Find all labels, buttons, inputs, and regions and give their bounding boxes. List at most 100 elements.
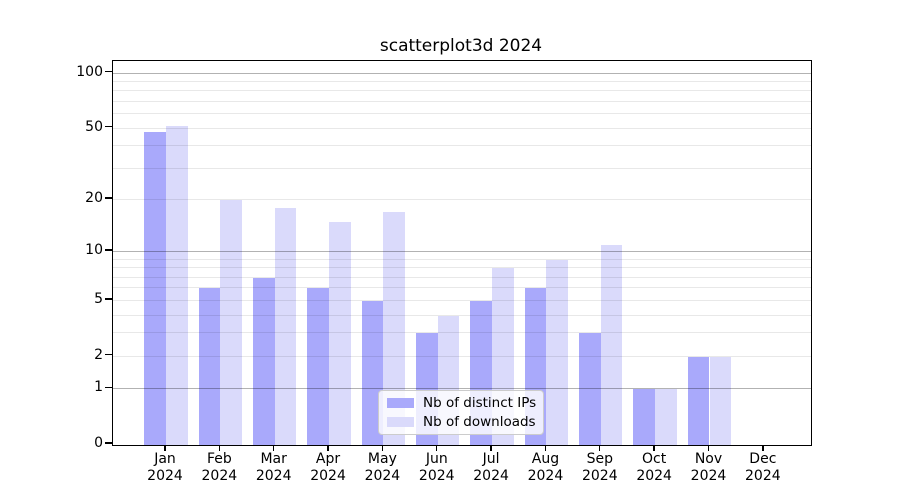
bar-nb-of-distinct-ips-Sep (579, 333, 601, 445)
y-tick-label-2: 2 (94, 346, 103, 363)
bar-nb-of-distinct-ips-Feb (198, 288, 221, 445)
x-tick-label-oct: Oct 2024 (626, 451, 682, 485)
x-tick-year: 2024 (201, 468, 238, 484)
x-tick-label-nov: Nov 2024 (681, 451, 737, 485)
y-tick-label-0: 0 (94, 435, 103, 451)
x-tick-mark-apr (327, 446, 329, 451)
gridline-minor-30 (113, 167, 811, 169)
x-tick-mark-mar (273, 446, 275, 451)
x-tick-label-sep: Sep 2024 (572, 451, 628, 485)
plot-area (112, 60, 812, 446)
x-tick-month: Jan (154, 451, 176, 467)
bar-nb-of-distinct-ips-Jan (144, 131, 166, 445)
x-tick-year: 2024 (255, 468, 292, 484)
bar-nb-of-downloads-Apr (329, 221, 351, 445)
legend: Nb of distinct IPs Nb of downloads (378, 390, 544, 435)
x-tick-month: Dec (749, 451, 777, 467)
bar-nb-of-downloads-Sep (600, 245, 623, 445)
y-tick-mark-20 (105, 197, 112, 199)
x-tick-mark-oct (653, 446, 655, 451)
y-tick-mark-2 (105, 353, 112, 356)
bar-nb-of-downloads-Mar (274, 208, 297, 445)
x-tick-label-aug: Aug 2024 (517, 451, 573, 485)
y-tick-mark-5 (105, 298, 112, 300)
x-tick-month: Apr (315, 451, 341, 467)
chart-title: scatterplot3d 2024 (379, 36, 543, 56)
legend-entry-downloads: Nb of downloads (387, 413, 536, 430)
bar-nb-of-distinct-ips-Nov (687, 356, 710, 445)
gridline-minor-9 (113, 258, 811, 260)
x-tick-label-feb: Feb 2024 (191, 451, 247, 485)
x-tick-mark-aug (544, 446, 547, 451)
bar-nb-of-distinct-ips-Oct (633, 389, 656, 445)
x-tick-label-apr: Apr 2024 (300, 451, 356, 485)
x-tick-year: 2024 (418, 468, 455, 484)
x-tick-year: 2024 (745, 468, 781, 484)
gridline-minor-50 (113, 127, 811, 129)
x-tick-year: 2024 (527, 468, 564, 484)
gridline-minor-3 (113, 332, 811, 334)
gridline-major-1 (113, 388, 811, 390)
x-tick-year: 2024 (636, 468, 672, 484)
x-tick-month: Feb (206, 451, 232, 467)
gridline-minor-20 (113, 199, 811, 201)
x-tick-month: Mar (260, 451, 287, 467)
x-tick-label-jan: Jan 2024 (137, 451, 193, 485)
gridline-minor-7 (113, 276, 811, 278)
bar-nb-of-downloads-Oct (655, 389, 677, 445)
x-tick-mark-may (381, 446, 384, 451)
x-tick-mark-jun (436, 446, 438, 451)
legend-label-downloads: Nb of downloads (423, 413, 536, 430)
x-tick-month: Sep (586, 451, 613, 467)
x-tick-mark-feb (218, 446, 221, 451)
y-tick-label-5: 5 (94, 290, 103, 307)
gridline-minor-40 (113, 145, 811, 147)
gridline-minor-5 (113, 299, 811, 301)
y-tick-mark-100 (105, 70, 112, 73)
gridline-minor-80 (113, 90, 811, 92)
y-tick-mark-10 (105, 249, 112, 251)
gridline-minor-60 (113, 113, 811, 115)
bar-nb-of-distinct-ips-Apr (307, 288, 330, 445)
x-tick-label-jun: Jun 2024 (409, 451, 465, 485)
x-tick-year: 2024 (581, 468, 618, 484)
x-tick-year: 2024 (690, 468, 727, 484)
y-tick-label-10: 10 (85, 242, 103, 259)
x-tick-mark-jul (490, 446, 492, 451)
bar-nb-of-downloads-Aug (546, 259, 569, 445)
gridline-major-10 (113, 251, 811, 253)
y-tick-mark-1 (105, 386, 112, 388)
x-tick-year: 2024 (473, 468, 509, 484)
gridline-minor-8 (113, 267, 811, 269)
x-tick-year: 2024 (310, 468, 346, 484)
bar-nb-of-downloads-Jan (166, 125, 188, 445)
x-tick-month: Jun (425, 451, 448, 467)
y-tick-mark-0 (105, 442, 112, 444)
x-tick-label-jul: Jul 2024 (463, 451, 519, 485)
x-tick-mark-dec (762, 446, 764, 451)
gridline-major-100 (113, 72, 811, 74)
x-tick-mark-jan (164, 446, 166, 451)
legend-swatch-distinct-ips (387, 398, 414, 408)
gridline-minor-6 (113, 287, 811, 289)
y-tick-label-1: 1 (94, 379, 103, 396)
y-tick-label-50: 50 (85, 118, 103, 135)
x-tick-month: Jul (482, 451, 500, 467)
x-tick-year: 2024 (147, 468, 183, 484)
bar-nb-of-downloads-Nov (709, 356, 732, 445)
x-tick-mark-sep (599, 446, 601, 451)
legend-label-distinct-ips: Nb of distinct IPs (423, 394, 537, 411)
x-tick-year: 2024 (364, 468, 401, 484)
bar-nb-of-distinct-ips-May (361, 300, 384, 445)
gridline-minor-2 (113, 355, 811, 357)
y-tick-mark-50 (105, 125, 112, 128)
x-tick-month: Aug (531, 451, 560, 467)
y-tick-label-100: 100 (76, 63, 103, 80)
x-tick-mark-nov (707, 446, 710, 451)
gridline-minor-4 (113, 314, 811, 316)
x-tick-month: May (367, 451, 397, 467)
x-tick-label-dec: Dec 2024 (735, 451, 791, 485)
y-tick-label-20: 20 (85, 190, 103, 207)
bar-nb-of-distinct-ips-Mar (253, 277, 275, 445)
